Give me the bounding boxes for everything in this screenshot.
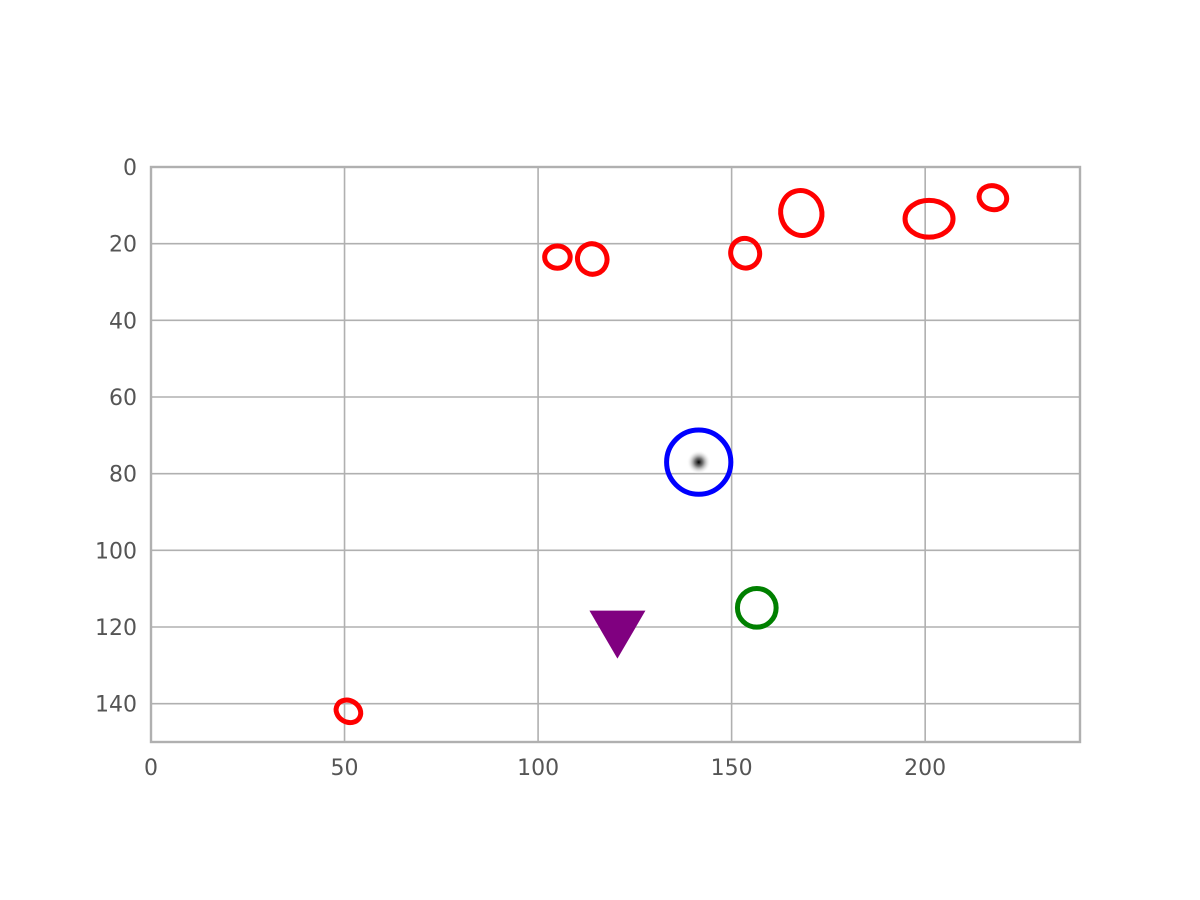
blue-circle-marker bbox=[664, 427, 734, 497]
red-ellipse-marker bbox=[728, 235, 763, 271]
y-tick-label: 40 bbox=[109, 309, 137, 334]
x-tick-label: 100 bbox=[517, 756, 559, 781]
image-spot bbox=[686, 450, 711, 475]
purple-triangle-marker bbox=[589, 610, 646, 659]
plot-background bbox=[151, 167, 1080, 742]
red-ellipse-marker bbox=[976, 183, 1010, 213]
x-tick-label: 0 bbox=[144, 756, 158, 781]
green-circle-marker bbox=[734, 585, 779, 630]
x-tick-label: 200 bbox=[904, 756, 946, 781]
x-tick-label: 50 bbox=[331, 756, 359, 781]
markers bbox=[333, 183, 1010, 726]
plot-frame bbox=[149, 165, 1082, 744]
y-tick-label: 100 bbox=[95, 539, 137, 564]
red-ellipse-marker bbox=[778, 188, 825, 238]
y-tick-label: 60 bbox=[109, 386, 137, 411]
image-layer bbox=[686, 450, 711, 475]
y-tick-label: 140 bbox=[95, 693, 137, 718]
y-tick-label: 120 bbox=[95, 616, 137, 641]
y-axis-tick-labels: 0 20 40 60 80 100 120 140 bbox=[95, 156, 137, 718]
red-ellipse-marker bbox=[542, 243, 573, 271]
x-axis-tick-labels: 0 50 100 150 200 bbox=[144, 756, 946, 781]
y-tick-label: 20 bbox=[109, 233, 137, 258]
red-ellipse-marker bbox=[333, 697, 364, 726]
x-tick-label: 150 bbox=[711, 756, 753, 781]
y-tick-label: 80 bbox=[109, 463, 137, 488]
red-ellipse-marker bbox=[902, 197, 956, 240]
y-tick-label: 0 bbox=[123, 156, 137, 181]
red-ellipse-marker bbox=[574, 241, 610, 277]
